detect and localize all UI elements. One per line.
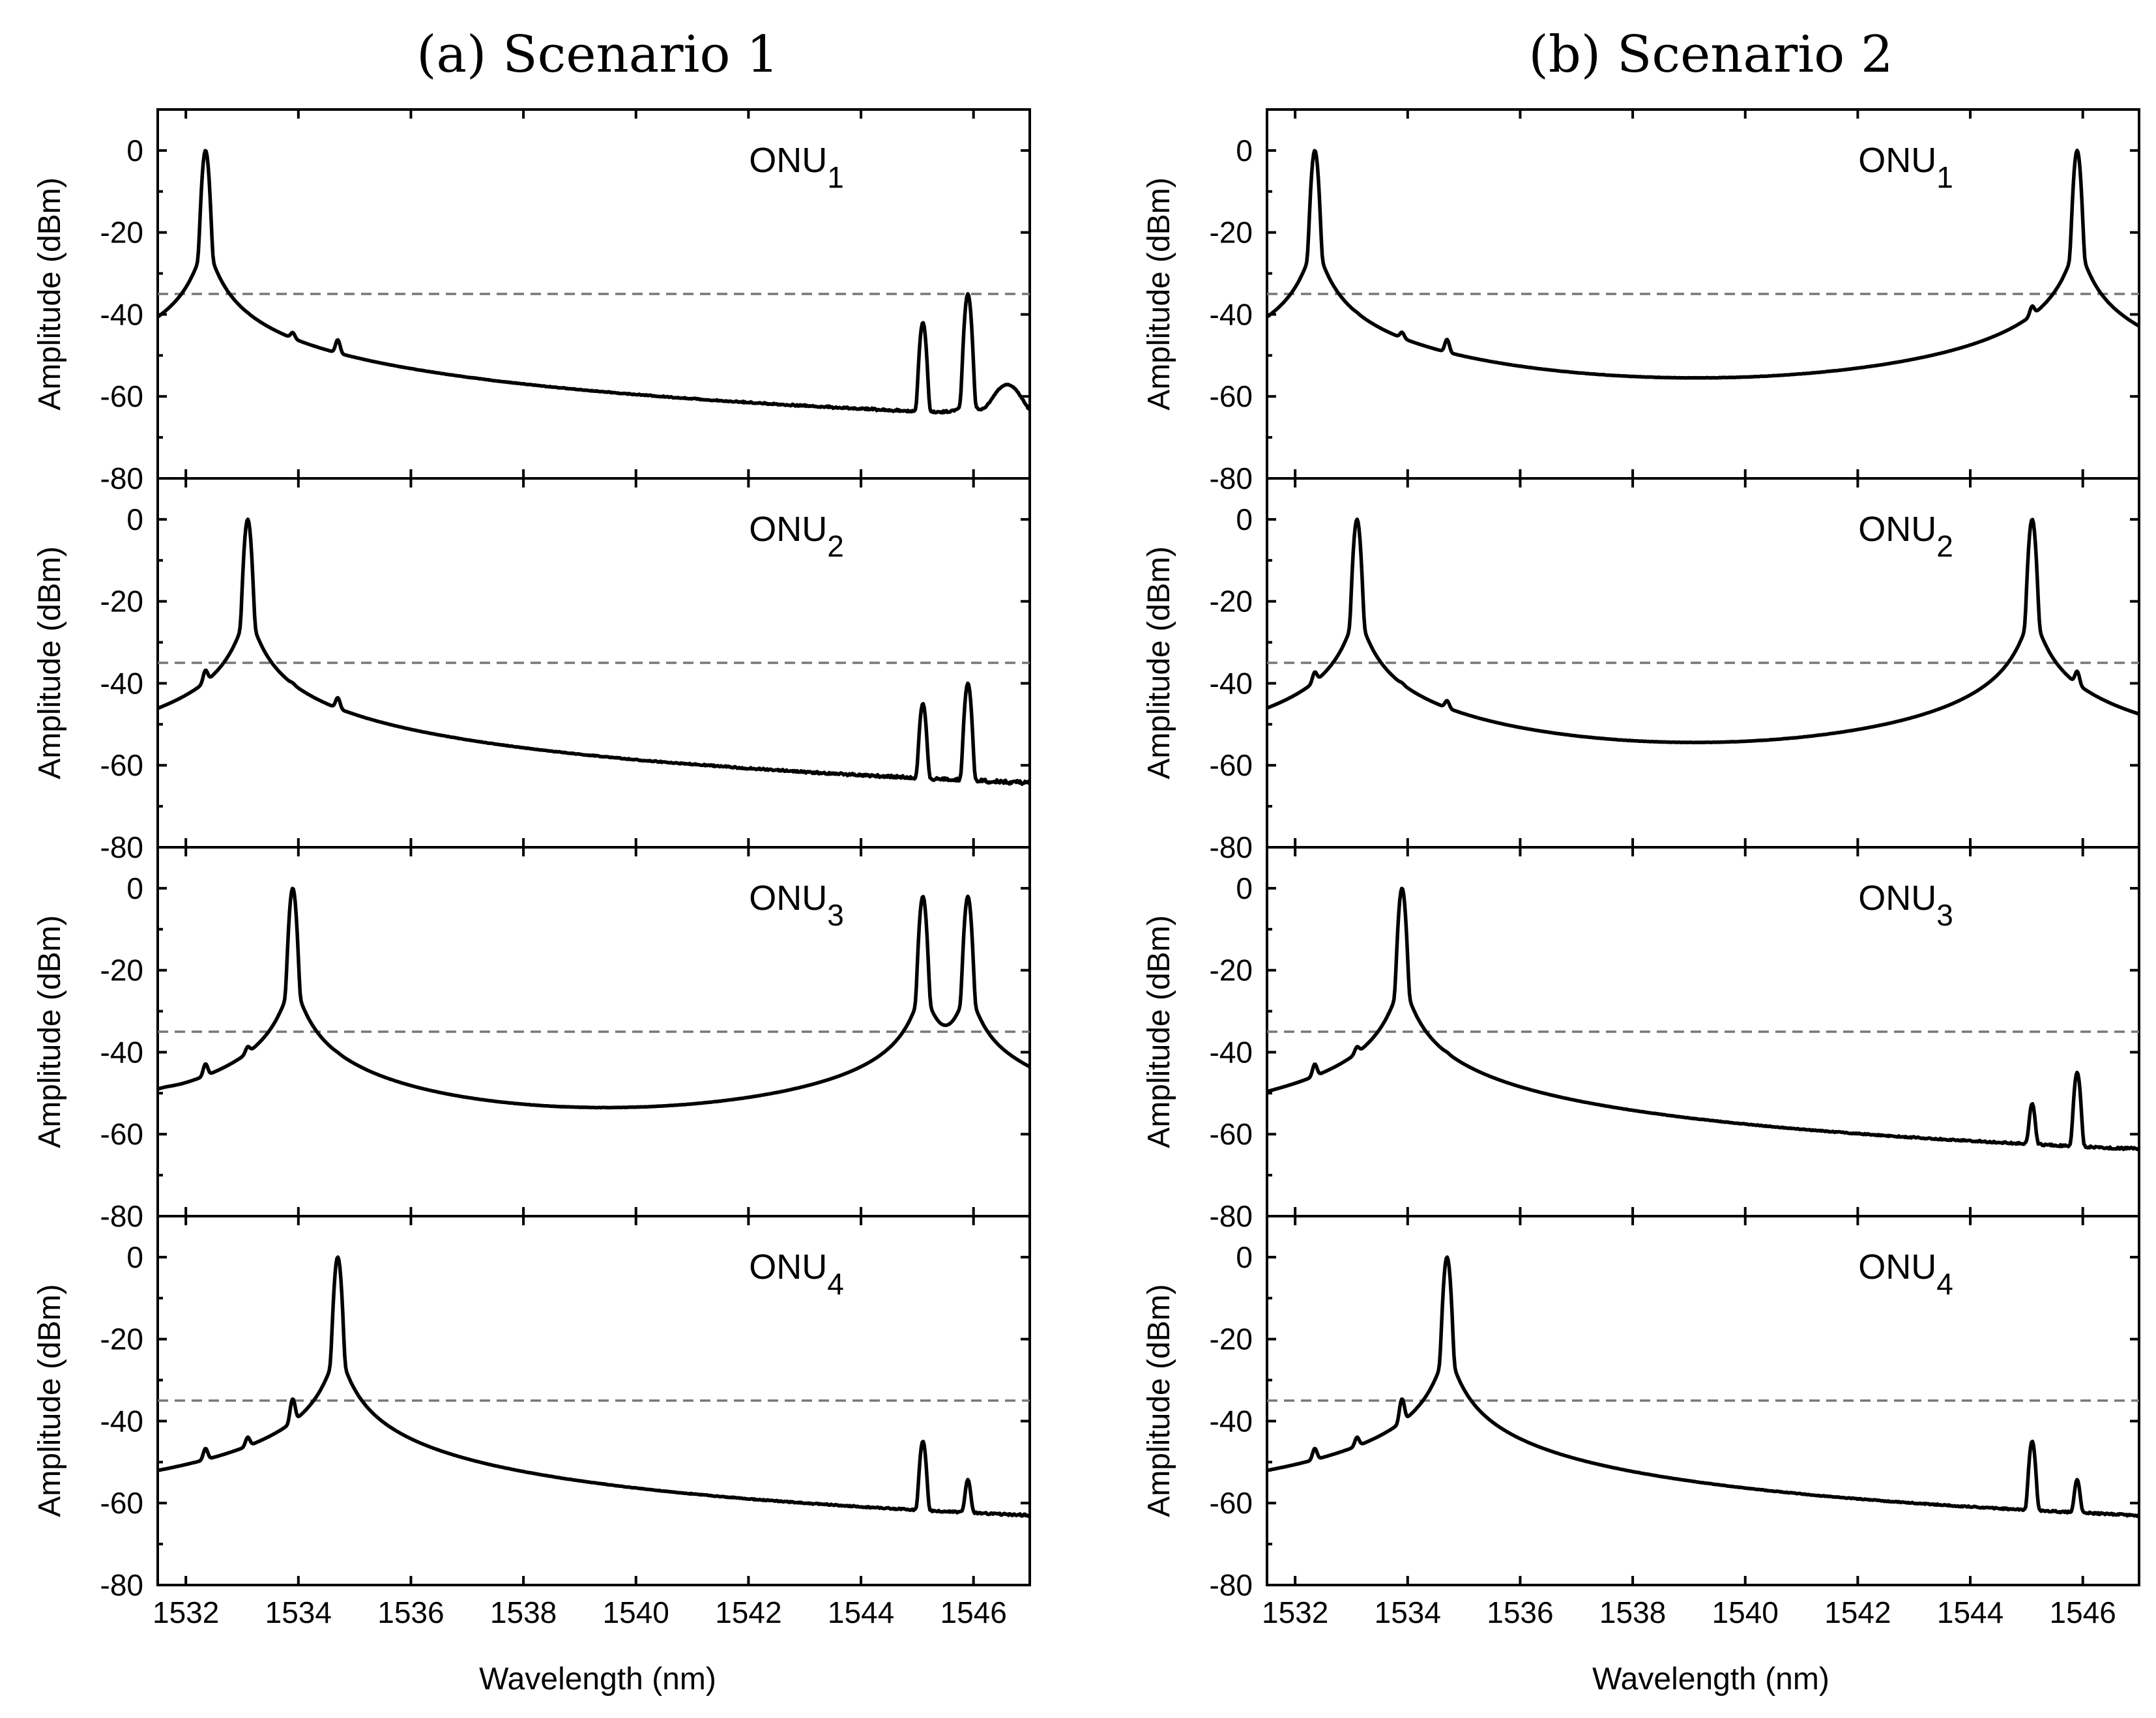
x-tick-label: 1540 — [1712, 1595, 1779, 1629]
y-tick-label: -20 — [1210, 954, 1253, 987]
y-tick-label: -20 — [100, 1322, 143, 1356]
y-tick-label: -40 — [1210, 1404, 1253, 1438]
panel-s1-onu1: 0 -20 -40 -60 -80 Amplitude (dBm) ONU1 — [33, 108, 1031, 495]
y-tick-label: 0 — [126, 871, 143, 905]
onu-label: ONU1 — [1858, 141, 1953, 194]
x-tick-label: 1534 — [1375, 1595, 1441, 1629]
panel-frame — [156, 1215, 1031, 1586]
onu-label: ONU3 — [1858, 879, 1953, 932]
x-tick-label: 1538 — [490, 1595, 557, 1629]
onu-label: ONU2 — [1858, 510, 1953, 563]
y-tick-label: -60 — [100, 1117, 143, 1151]
y-tick-label: -60 — [100, 748, 143, 782]
y-tick-label: -60 — [100, 1486, 143, 1520]
panel-frame — [156, 108, 1031, 480]
spectrum-trace — [1267, 886, 2139, 1152]
y-tick-label: 0 — [126, 134, 143, 167]
scenario-1-title: (a) Scenario 1 — [416, 25, 779, 84]
y-tick-label: -40 — [100, 1404, 143, 1438]
scenario-2-title: (b) Scenario 2 — [1528, 25, 1893, 84]
y-tick-label: 0 — [1236, 1240, 1253, 1274]
y-tick-label: 0 — [1236, 134, 1253, 167]
spectrum-trace — [158, 149, 1030, 415]
y-tick-label: -80 — [100, 830, 143, 864]
y-tick-label: -40 — [100, 297, 143, 331]
y-tick-label: -20 — [100, 585, 143, 619]
x-tick-label: 1544 — [828, 1595, 894, 1629]
x-tick-label: 1536 — [377, 1595, 444, 1629]
x-tick-label: 1546 — [940, 1595, 1007, 1629]
x-tick-label: 1532 — [1262, 1595, 1328, 1629]
spectrum-trace — [1267, 149, 2139, 380]
onu-label: ONU2 — [749, 510, 844, 563]
y-axis-title: Amplitude (dBm) — [1142, 546, 1176, 779]
y-tick-label: -60 — [100, 379, 143, 413]
onu-label: ONU1 — [749, 141, 844, 194]
y-tick-label: -60 — [1210, 1117, 1253, 1151]
panel-s1-onu2: 0 -20 -40 -60 -80 Amplitude (dBm) ONU2 — [33, 477, 1031, 864]
x-axis-title-scenario-2: Wavelength (nm) — [1592, 1662, 1829, 1696]
y-tick-label: 0 — [1236, 871, 1253, 905]
x-axis-title-scenario-1: Wavelength (nm) — [479, 1662, 716, 1696]
y-tick-label: 0 — [126, 1240, 143, 1274]
y-tick-label: -40 — [1210, 666, 1253, 700]
y-tick-label: -20 — [1210, 216, 1253, 250]
y-axis-title: Amplitude (dBm) — [33, 1284, 67, 1517]
panel-s2-onu1: 0 -20 -40 -60 -80 Amplitude (dBm) ONU1 — [1142, 108, 2140, 495]
y-tick-label: -80 — [100, 1199, 143, 1233]
y-tick-label: -80 — [1210, 1199, 1253, 1233]
y-tick-label: -80 — [100, 1568, 143, 1602]
onu-label: ONU4 — [1858, 1247, 1953, 1301]
y-tick-label: -40 — [1210, 297, 1253, 331]
y-tick-label: -20 — [100, 954, 143, 987]
spectrum-trace — [158, 886, 1030, 1110]
y-tick-label: -80 — [100, 461, 143, 495]
y-axis-title: Amplitude (dBm) — [1142, 177, 1176, 410]
panel-s2-onu3: 0 -20 -40 -60 -80 Amplitude (dBm) ONU3 — [1142, 846, 2140, 1233]
y-tick-label: -20 — [1210, 1322, 1253, 1356]
panel-s2-onu2: 0 -20 -40 -60 -80 Amplitude (dBm) ONU2 — [1142, 477, 2140, 864]
onu-label: ONU3 — [749, 879, 844, 932]
y-tick-label: -80 — [1210, 830, 1253, 864]
y-axis-title: Amplitude (dBm) — [1142, 1284, 1176, 1517]
x-tick-label: 1542 — [1824, 1595, 1891, 1629]
x-tick-label: 1542 — [715, 1595, 781, 1629]
panel-frame — [156, 477, 1031, 849]
spectrum-trace — [158, 1255, 1030, 1519]
y-tick-label: -40 — [100, 1035, 143, 1069]
y-tick-label: -20 — [1210, 585, 1253, 619]
y-tick-label: 0 — [126, 502, 143, 536]
panel-s1-onu3: 0 -20 -40 -60 -80 Amplitude (dBm) ONU3 — [33, 846, 1031, 1233]
y-tick-label: -80 — [1210, 461, 1253, 495]
panel-s2-onu4: 0 -20 -40 -60 -80 1532 1534 1536 1538 1540 1542 154… — [1142, 1215, 2140, 1629]
x-tick-label: 1544 — [1937, 1595, 2003, 1629]
panel-frame — [1266, 108, 2140, 480]
panel-frame — [1266, 1215, 2140, 1586]
y-tick-label: -60 — [1210, 1486, 1253, 1520]
x-tick-label: 1546 — [2050, 1595, 2116, 1629]
y-axis-title: Amplitude (dBm) — [33, 177, 67, 410]
spectrum-trace — [158, 517, 1030, 786]
spectrum-trace — [1267, 517, 2139, 745]
y-axis-title: Amplitude (dBm) — [33, 915, 67, 1148]
y-tick-label: -40 — [1210, 1035, 1253, 1069]
y-tick-label: 0 — [1236, 502, 1253, 536]
x-tick-label: 1538 — [1599, 1595, 1666, 1629]
y-tick-label: -60 — [1210, 748, 1253, 782]
panel-group: 0 -20 -40 -60 -80 Amplitude (dBm) ONU1 0 -20 -40 -… — [33, 108, 2140, 1629]
onu-label: ONU4 — [749, 1247, 844, 1301]
y-axis-title: Amplitude (dBm) — [33, 546, 67, 779]
y-tick-label: -60 — [1210, 379, 1253, 413]
spectrum-trace — [1267, 1255, 2139, 1519]
x-tick-label: 1534 — [265, 1595, 332, 1629]
x-tick-label: 1532 — [153, 1595, 219, 1629]
y-axis-title: Amplitude (dBm) — [1142, 915, 1176, 1148]
panel-s1-onu4: 0 -20 -40 -60 -80 1532 1534 1536 1538 1540 1542 154… — [33, 1215, 1031, 1629]
y-tick-label: -40 — [100, 666, 143, 700]
y-tick-label: -80 — [1210, 1568, 1253, 1602]
x-tick-label: 1536 — [1487, 1595, 1553, 1629]
y-tick-label: -20 — [100, 216, 143, 250]
x-tick-label: 1540 — [603, 1595, 669, 1629]
